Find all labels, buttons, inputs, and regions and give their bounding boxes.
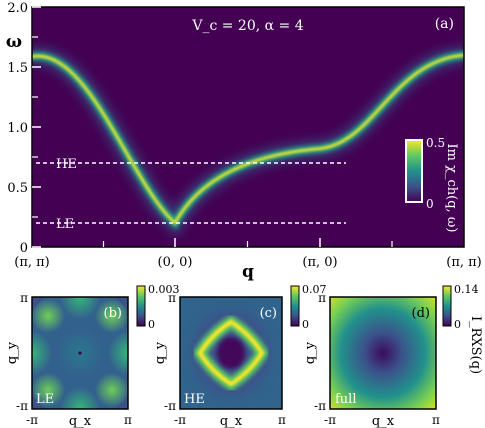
panel-a-xlabel: q: [242, 262, 254, 282]
panel-a-annotation: V_c = 20, α = 4: [191, 18, 303, 34]
panel-a-x-ticks: (π, π) (0, 0) (π, 0) (π, π): [14, 238, 482, 270]
panel-d-frame: [329, 296, 437, 410]
panel-b-frame: [31, 296, 129, 410]
panel-a-tag: (a): [435, 16, 454, 32]
panel-d-region-tag: full: [335, 392, 357, 407]
y-tick-label: -π: [164, 399, 176, 413]
y-tick-label: 0.5: [7, 181, 28, 196]
panel-b-region-tag: LE: [36, 392, 54, 407]
dispersion-peak: [32, 53, 464, 226]
y-axis-label: q_y: [5, 341, 20, 364]
panel-a-colorbar: [405, 139, 423, 203]
small-panel-axes: π-π-π πq_xq_yπ-π-π πq_xq_yπ-π-π πq_xq_y: [5, 291, 440, 428]
x-tick-label: (π, 0): [302, 255, 337, 270]
y-tick-label: π: [318, 291, 326, 305]
panel-a: HE LE V_c = 20, α = 4 (a) 0.5 0 Im χ_ch(…: [6, 1, 482, 282]
panel-c-tag: (c): [260, 306, 277, 321]
panel-c-frame: [179, 296, 283, 410]
y-tick-label: -π: [314, 399, 326, 413]
y-axis-label: q_y: [153, 341, 168, 364]
x-tick-label: π: [124, 413, 132, 427]
panel-c-map: [180, 297, 282, 409]
he-label: HE: [56, 157, 77, 172]
panel-d-colorbar-max: 0.14: [454, 283, 479, 296]
panel-d-map: [330, 297, 436, 409]
x-tick-label: π: [432, 413, 440, 427]
y-tick-label: π: [20, 291, 28, 305]
x-tick-label: -π: [174, 413, 186, 427]
panel-d-colorbar-min: 0: [454, 318, 461, 331]
panel-b-colorbar-max: 0.003: [148, 283, 180, 296]
x-tick-label: -π: [324, 413, 336, 427]
panel-c-colorbar-max: 0.07: [302, 283, 327, 296]
x-tick-label: π: [278, 413, 286, 427]
panel-b-colorbar: [136, 285, 146, 327]
panel-c-colorbar: [290, 285, 300, 327]
x-axis-label: q_x: [372, 414, 395, 428]
panel-c: (c) HE 0.07 0: [179, 283, 327, 410]
x-axis-label: q_x: [220, 414, 243, 428]
panel-d-colorbar-label: I_RXS(q): [468, 316, 483, 374]
y-tick-label: 1.0: [7, 121, 28, 136]
x-tick-label: (0, 0): [158, 255, 193, 270]
panel-b-tag: (b): [104, 306, 122, 321]
panel-b: (b) LE 0.003 0: [31, 283, 180, 410]
x-axis-label: q_x: [69, 414, 92, 428]
panel-c-colorbar-min: 0: [302, 318, 309, 331]
panel-c-region-tag: HE: [184, 392, 205, 407]
panel-b-colorbar-min: 0: [148, 318, 155, 331]
panel-a-background: [32, 7, 464, 247]
panel-d: (d) full 0.14 0 I_RXS(q): [329, 283, 483, 410]
y-axis-label: q_y: [303, 341, 318, 364]
panel-d-tag: (d): [412, 306, 430, 321]
y-tick-label: -π: [16, 399, 28, 413]
panel-d-colorbar: [442, 285, 452, 327]
le-label: LE: [56, 217, 74, 232]
panel-a-y-ticks: 0 0.5 1.0 1.5 2.0: [7, 1, 41, 256]
panel-a-ylabel: ω: [6, 32, 22, 52]
y-tick-label: 0: [20, 241, 28, 256]
panel-a-colorbar-max: 0.5: [426, 136, 445, 150]
y-tick-label: π: [168, 291, 176, 305]
panel-a-colorbar-label: Im χ_ch(q, ω): [444, 144, 459, 233]
x-tick-label: (π, π): [446, 255, 482, 270]
y-tick-label: 1.5: [7, 61, 28, 76]
panel-b-map: [32, 297, 128, 409]
x-tick-label: (π, π): [14, 255, 50, 270]
panel-a-colorbar-min: 0: [426, 197, 434, 211]
x-tick-label: -π: [26, 413, 38, 427]
y-tick-label: 2.0: [7, 1, 28, 16]
